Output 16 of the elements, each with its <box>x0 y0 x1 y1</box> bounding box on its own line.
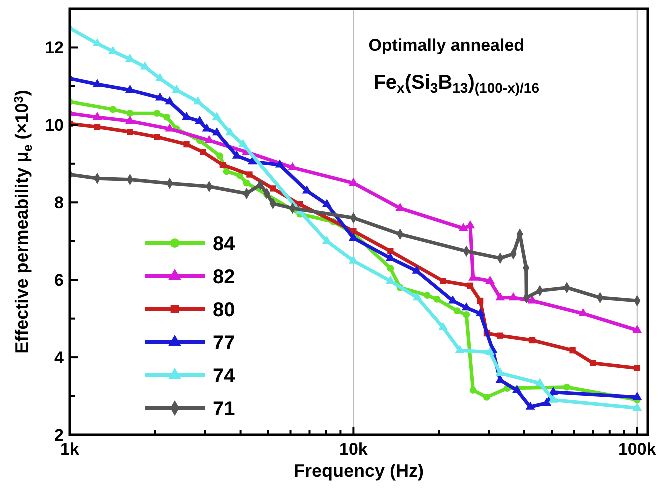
annotation: Optimally annealed <box>368 36 525 55</box>
y-tick-label: 8 <box>54 194 64 213</box>
x-tick-label: 10k <box>340 440 368 459</box>
legend-label: 77 <box>213 332 236 354</box>
y-tick-label: 12 <box>45 38 64 58</box>
y-tick-label: 10 <box>45 116 64 136</box>
y-tick-label: 6 <box>54 271 64 290</box>
y-tick-label: 4 <box>54 348 65 368</box>
x-tick-label: 100k <box>618 440 657 459</box>
x-axis-title: Frequency (Hz) <box>294 461 424 481</box>
legend-label: 74 <box>213 365 236 388</box>
legend-label: 71 <box>213 398 236 420</box>
legend-label: 84 <box>213 233 236 256</box>
legend-label: 80 <box>213 299 236 322</box>
annotation: Fe$_{x}$(Si$_{3}$B$_{13}$)$_{(100-x)/16}$ <box>374 72 540 96</box>
legend-label: 82 <box>213 266 236 288</box>
